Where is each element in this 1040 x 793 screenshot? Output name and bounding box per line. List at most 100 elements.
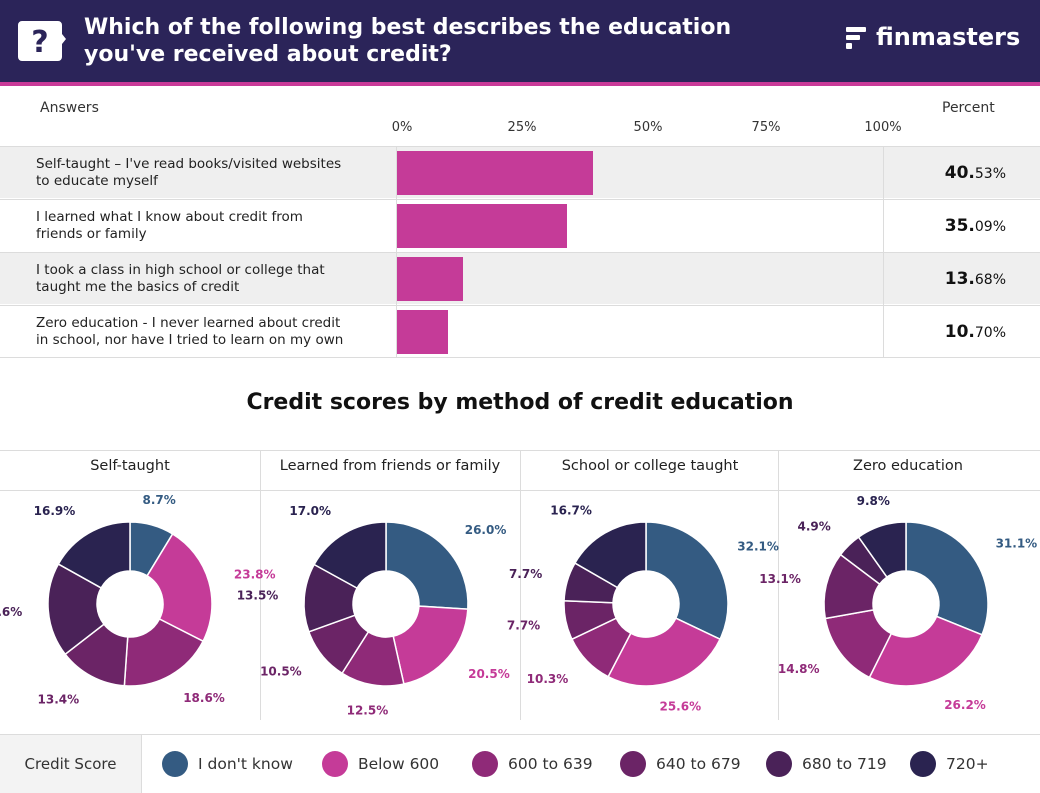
axis-tick: 100% <box>864 120 902 135</box>
brand-mark-icon <box>846 25 868 49</box>
slice-label: 18.6% <box>0 605 22 619</box>
donut-slice <box>905 521 989 636</box>
donut-charts: 8.7% 23.8% 18.6% 13.4% 18.6% 16.9% 26.0% 20.5% 1… <box>0 493 1038 717</box>
table-row: Zero education - I never learned about c… <box>0 305 1040 357</box>
slice-label: 9.8% <box>857 494 890 508</box>
axis-tick: 25% <box>507 120 537 135</box>
row-label-line: Zero education - I never learned about c… <box>36 314 341 331</box>
question-title: Which of the following best describes th… <box>84 14 784 68</box>
donut-slice <box>57 521 131 589</box>
percent-whole: 40. <box>944 162 975 183</box>
slice-label: 13.5% <box>237 589 279 603</box>
row-label-line: in school, nor have I tried to learn on … <box>36 331 344 348</box>
slice-label: 18.6% <box>183 691 225 705</box>
table-bottom-border <box>0 357 1040 358</box>
row-label: Self-taught – I've read books/visited we… <box>36 156 366 190</box>
row-label-line: Self-taught – I've read books/visited we… <box>36 155 342 172</box>
table-row: I took a class in high school or college… <box>0 252 1040 304</box>
section-title: Credit scores by method of credit educat… <box>246 390 794 415</box>
legend-item: 600 to 639 <box>472 751 593 777</box>
legend-label: 720+ <box>946 755 989 773</box>
percent-header: Percent <box>942 100 995 116</box>
slice-label: 10.3% <box>527 672 569 686</box>
percent-whole: 10. <box>944 321 975 342</box>
answers-header: Answers <box>40 100 99 116</box>
row-label: I learned what I know about credit from … <box>36 209 366 243</box>
legend-label: 640 to 679 <box>656 755 741 773</box>
bar <box>396 151 594 195</box>
table-row: I learned what I know about credit from … <box>0 199 1040 251</box>
row-label-line: taught me the basics of credit <box>36 278 240 295</box>
brand-name: finmasters <box>876 23 1021 51</box>
legend-item: I don't know <box>162 751 293 777</box>
donut-slice <box>573 521 647 589</box>
bar-axis-line <box>396 146 397 358</box>
percent-fraction: 70% <box>974 324 1006 341</box>
legend-item: 680 to 719 <box>766 751 887 777</box>
slice-label: 26.0% <box>465 523 507 537</box>
legend-label: 680 to 719 <box>802 755 887 773</box>
slice-label: 14.8% <box>778 662 820 676</box>
bar <box>396 257 463 301</box>
bar <box>396 310 449 354</box>
percent-divider <box>883 146 884 358</box>
bar <box>396 204 567 248</box>
axis-tick: 0% <box>391 120 413 135</box>
slice-label: 26.2% <box>944 698 986 712</box>
row-label-line: I took a class in high school or college… <box>36 261 325 278</box>
slice-label: 8.7% <box>143 493 176 507</box>
donut-title: School or college taught <box>561 458 739 474</box>
row-label: Zero education - I never learned about c… <box>36 315 366 349</box>
percent-whole: 13. <box>944 268 975 289</box>
legend-label: Below 600 <box>358 755 440 773</box>
legend-item: Below 600 <box>322 751 439 777</box>
donut-slice <box>607 617 722 687</box>
slice-label: 20.5% <box>468 667 510 681</box>
axis-tick: 75% <box>751 120 781 135</box>
legend: Credit Score I don't know Below 600 600 … <box>0 734 1040 793</box>
donut-slice <box>146 532 213 643</box>
legend-label: I don't know <box>198 755 293 773</box>
row-percent: 10.70% <box>945 322 1006 342</box>
legend-swatch <box>322 751 348 777</box>
slice-label: 7.7% <box>509 567 542 581</box>
slice-label: 13.4% <box>38 692 80 706</box>
legend-label: 600 to 639 <box>508 755 593 773</box>
donut-column-divider <box>778 450 779 720</box>
slice-label: 31.1% <box>996 537 1038 551</box>
legend-swatch <box>766 751 792 777</box>
donut-column-divider <box>260 450 261 720</box>
axis-tick: 50% <box>633 120 663 135</box>
slice-label: 13.1% <box>759 572 801 586</box>
row-label-line: friends or family <box>36 225 147 242</box>
donut-slice <box>313 521 387 590</box>
row-label: I took a class in high school or college… <box>36 262 366 296</box>
donut-slice <box>645 521 729 641</box>
question-line-1: Which of the following best describes th… <box>84 15 732 40</box>
brand-logo: finmasters <box>846 22 1020 52</box>
question-line-2: you've received about credit? <box>84 42 452 67</box>
slice-label: 12.5% <box>347 703 389 717</box>
slice-label: 10.5% <box>260 665 302 679</box>
header-banner: ? Which of the following best describes … <box>0 0 1040 82</box>
slice-label: 16.7% <box>550 503 592 517</box>
legend-item: 640 to 679 <box>620 751 741 777</box>
legend-title: Credit Score <box>0 735 142 793</box>
percent-whole: 35. <box>944 215 975 236</box>
row-percent: 13.68% <box>945 269 1006 289</box>
row-label-line: to educate myself <box>36 172 158 189</box>
question-icon: ? <box>18 21 66 61</box>
row-percent: 40.53% <box>945 163 1006 183</box>
donut-title: Zero education <box>853 458 963 474</box>
percent-fraction: 53% <box>974 165 1006 182</box>
donut-title: Self-taught <box>90 458 170 474</box>
percent-fraction: 09% <box>974 218 1006 235</box>
donut-slice <box>392 605 469 685</box>
donut-title: Learned from friends or family <box>279 458 501 474</box>
svg-text:?: ? <box>31 25 48 60</box>
donut-column-divider <box>520 450 521 720</box>
table-row: Self-taught – I've read books/visited we… <box>0 146 1040 198</box>
legend-swatch <box>910 751 936 777</box>
row-percent: 35.09% <box>945 216 1006 236</box>
slice-label: 7.7% <box>507 619 540 633</box>
